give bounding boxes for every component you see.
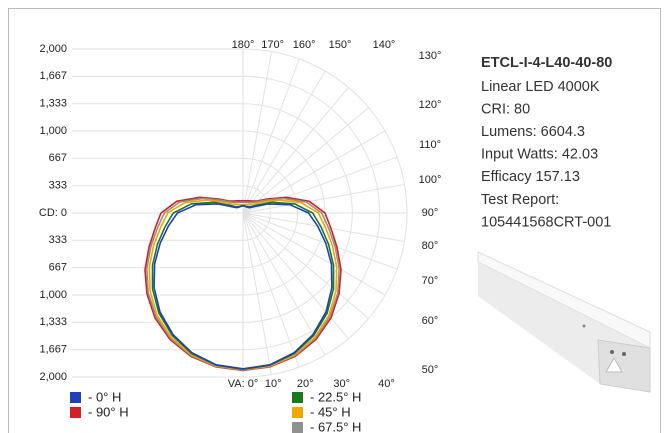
frame xyxy=(8,8,661,433)
angle-label: 160° xyxy=(293,39,316,51)
grid-line xyxy=(242,212,369,319)
angle-label: 150° xyxy=(329,39,352,51)
fixture-screw xyxy=(622,352,626,356)
angle-label: 170° xyxy=(261,39,284,51)
legend-swatch xyxy=(292,407,303,418)
spec-line: Efficacy 157.13 xyxy=(481,169,580,185)
grid-line xyxy=(242,212,405,242)
r-tick-label: CD: 0 xyxy=(39,207,67,219)
fixture-screw xyxy=(582,324,586,328)
angle-label: 20° xyxy=(297,378,314,390)
grid-line xyxy=(242,87,349,214)
angle-label: 30° xyxy=(333,378,350,390)
fixture-screw xyxy=(610,350,614,354)
r-tick-label: 1,667 xyxy=(39,70,67,82)
grid-line xyxy=(242,70,326,214)
legend-label: - 0° H xyxy=(88,389,121,404)
r-tick-label: 2,000 xyxy=(39,371,67,383)
angle-label: 10° xyxy=(265,378,282,390)
series-line xyxy=(144,196,244,372)
angle-label: 140° xyxy=(373,39,396,51)
product-image xyxy=(477,251,651,393)
fixture-logo xyxy=(605,356,623,373)
spec-line: Test Report: xyxy=(481,192,559,208)
spec-line: 105441568CRT-001 xyxy=(481,214,611,230)
angle-label: 60° xyxy=(422,315,439,327)
spec-list: Linear LED 4000K CRI: 80 Lumens: 6604.3 Inp… xyxy=(481,79,611,231)
r-tick-label: 1,667 xyxy=(39,344,67,356)
r-tick-label: 333 xyxy=(49,234,67,246)
angle-label: 100° xyxy=(419,174,442,186)
angle-label: 110° xyxy=(419,139,441,151)
series-line xyxy=(242,199,338,371)
legend-swatch xyxy=(70,407,81,418)
series-line xyxy=(242,197,341,371)
legend-label: - 22.5° H xyxy=(310,389,361,404)
r-tick-label: 1,000 xyxy=(39,289,67,301)
grid-line xyxy=(242,212,300,368)
legend-label: - 67.5° H xyxy=(310,419,361,433)
legend-swatch xyxy=(292,392,303,403)
angle-label: 50° xyxy=(422,364,439,376)
angle-label: 90° xyxy=(422,207,439,219)
grid-line xyxy=(242,51,272,214)
product-title: ETCL-I-4-L40-40-80 xyxy=(481,55,612,71)
grid-line xyxy=(242,212,272,375)
r-tick-label: 333 xyxy=(49,180,67,192)
r-tick-label: 667 xyxy=(49,152,67,164)
spec-line: CRI: 80 xyxy=(481,101,530,117)
grid-line xyxy=(242,212,386,296)
series-line xyxy=(242,203,333,370)
r-tick-label: 2,000 xyxy=(39,43,67,55)
r-tick-label: 1,000 xyxy=(39,125,67,137)
series-line xyxy=(242,196,342,372)
angle-label: 70° xyxy=(422,275,439,287)
grid-line xyxy=(242,184,405,214)
grid-line xyxy=(242,58,300,214)
angle-label: 40° xyxy=(378,378,395,390)
chart: CD: 0 333 333 667 667 1,000 1,000 1,333 1,333 1,6… xyxy=(39,39,442,433)
angle-label: 130° xyxy=(419,50,442,62)
fixture-end xyxy=(597,339,651,393)
spec-line: Linear LED 4000K xyxy=(481,79,600,95)
series-line xyxy=(145,197,244,371)
series-line xyxy=(153,203,244,370)
legend-label: - 90° H xyxy=(88,404,129,419)
legend-label: - 45° H xyxy=(310,404,351,419)
angle-label: 80° xyxy=(422,240,439,252)
legend-swatch xyxy=(70,392,81,403)
r-tick-label: 667 xyxy=(49,262,67,274)
series-line xyxy=(148,199,244,371)
r-tick-label: 1,333 xyxy=(39,98,67,110)
r-tick-label: 1,333 xyxy=(39,316,67,328)
grid-line xyxy=(242,107,369,214)
spec-line: Input Watts: 42.03 xyxy=(481,147,598,163)
grid-line xyxy=(242,212,398,270)
grid-line xyxy=(242,212,326,356)
angle-label: VA: 0° xyxy=(228,378,259,390)
angle-label: 120° xyxy=(419,99,442,111)
spec-line: Lumens: 6604.3 xyxy=(481,124,585,140)
legend-swatch xyxy=(292,422,303,433)
angle-label: 180° xyxy=(232,39,255,51)
